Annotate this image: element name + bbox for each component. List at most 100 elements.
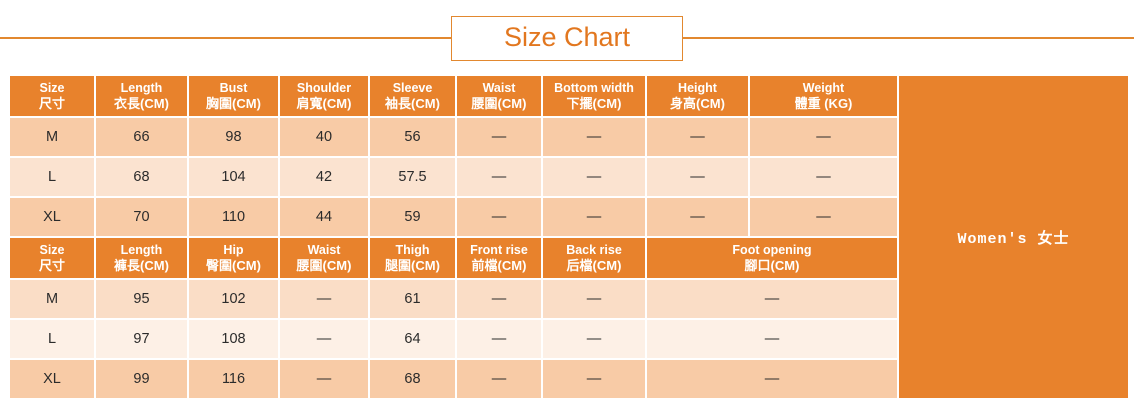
col-header-en: Size <box>39 80 65 95</box>
size-cell: XL <box>8 358 96 400</box>
col-header-zh: 前檔(CM) <box>471 257 527 273</box>
col-header-zh: 肩寬(CM) <box>296 95 352 111</box>
col-header-height: Height 身高(CM) <box>645 74 750 118</box>
size-cell: M <box>8 278 96 320</box>
col-header-zh: 袖長(CM) <box>385 95 440 111</box>
value-cell: — <box>645 116 750 158</box>
value-cell: — <box>541 196 647 238</box>
value-cell: 68 <box>94 156 189 198</box>
value-cell: 95 <box>94 278 189 320</box>
value-cell: 116 <box>187 358 280 400</box>
col-header-size: Size 尺寸 <box>8 236 96 280</box>
value-cell: — <box>278 358 370 400</box>
col-header-zh: 后檔(CM) <box>566 257 622 273</box>
col-header-en: Back rise <box>566 242 622 257</box>
value-cell: 57.5 <box>368 156 457 198</box>
value-cell: — <box>541 278 647 320</box>
col-header-en: Front rise <box>470 242 528 257</box>
value-cell: 110 <box>187 196 280 238</box>
value-cell: — <box>645 318 899 360</box>
size-chart-header: Size Chart <box>0 15 1134 61</box>
value-cell: — <box>748 196 899 238</box>
value-cell: — <box>541 116 647 158</box>
value-cell: 64 <box>368 318 457 360</box>
value-cell: 44 <box>278 196 370 238</box>
value-cell: 104 <box>187 156 280 198</box>
size-chart-title-box: Size Chart <box>450 15 684 61</box>
value-cell: 56 <box>368 116 457 158</box>
value-cell: — <box>748 116 899 158</box>
size-cell: M <box>8 116 96 158</box>
value-cell: — <box>455 318 543 360</box>
col-header-front-rise: Front rise 前檔(CM) <box>455 236 543 280</box>
col-header-zh: 體重 (KG) <box>794 95 853 111</box>
value-cell: 59 <box>368 196 457 238</box>
col-header-en: Sleeve <box>392 80 433 95</box>
col-header-en: Length <box>120 80 163 95</box>
col-header-en: Weight <box>802 80 845 95</box>
value-cell: — <box>455 156 543 198</box>
col-header-shoulder: Shoulder 肩寬(CM) <box>278 74 370 118</box>
col-header-bust: Bust 胸圍(CM) <box>187 74 280 118</box>
col-header-en: Height <box>678 80 717 95</box>
table-row: M 95 102 — 61 — — — <box>8 278 1129 320</box>
value-cell: 40 <box>278 116 370 158</box>
col-header-thigh: Thigh 腿圍(CM) <box>368 236 457 280</box>
value-cell: — <box>455 116 543 158</box>
col-header-hip: Hip 臀圍(CM) <box>187 236 280 280</box>
size-chart-table: Size 尺寸 Length 衣長(CM) Bust 胸圍(CM) Should… <box>8 74 1130 400</box>
page-title: Size Chart <box>503 21 631 52</box>
col-header-en: Length <box>120 242 163 257</box>
value-cell: — <box>541 156 647 198</box>
col-header-foot-opening: Foot opening 腳口(CM) <box>645 236 899 280</box>
col-header-back-rise: Back rise 后檔(CM) <box>541 236 647 280</box>
bottoms-header-row: Size 尺寸 Length 褲長(CM) Hip 臀圍(CM) Waist 腰… <box>8 236 1129 280</box>
value-cell: 108 <box>187 318 280 360</box>
value-cell: — <box>541 358 647 400</box>
value-cell: 70 <box>94 196 189 238</box>
col-header-zh: 褲長(CM) <box>114 257 169 273</box>
size-cell: L <box>8 318 96 360</box>
value-cell: — <box>455 196 543 238</box>
col-header-length: Length 衣長(CM) <box>94 74 189 118</box>
value-cell: 98 <box>187 116 280 158</box>
title-rule-right <box>683 37 1134 39</box>
value-cell: — <box>645 156 750 198</box>
value-cell: — <box>455 278 543 320</box>
col-header-zh: 尺寸 <box>38 257 65 273</box>
value-cell: 97 <box>94 318 189 360</box>
col-header-en: Shoulder <box>296 80 352 95</box>
col-header-en: Foot opening <box>732 242 812 257</box>
col-header-waist: Waist 腰圍(CM) <box>455 74 543 118</box>
value-cell: — <box>645 278 899 320</box>
value-cell: — <box>645 358 899 400</box>
col-header-zh: 腰圍(CM) <box>296 257 352 273</box>
col-header-zh: 腳口(CM) <box>744 257 800 273</box>
col-header-zh: 身高(CM) <box>670 95 725 111</box>
col-header-zh: 衣長(CM) <box>114 95 169 111</box>
col-header-en: Hip <box>223 242 244 257</box>
size-cell: L <box>8 156 96 198</box>
women-side-label: Women's 女士 <box>897 74 1130 400</box>
value-cell: — <box>541 318 647 360</box>
col-header-zh: 尺寸 <box>38 95 65 111</box>
value-cell: — <box>748 156 899 198</box>
col-header-bottom-width: Bottom width 下擺(CM) <box>541 74 647 118</box>
value-cell: — <box>645 196 750 238</box>
value-cell: 99 <box>94 358 189 400</box>
col-header-en: Bottom width <box>554 80 634 95</box>
col-header-waist: Waist 腰圍(CM) <box>278 236 370 280</box>
col-header-length: Length 褲長(CM) <box>94 236 189 280</box>
col-header-zh: 腰圍(CM) <box>471 95 527 111</box>
value-cell: 102 <box>187 278 280 320</box>
value-cell: 68 <box>368 358 457 400</box>
col-header-en: Waist <box>307 242 341 257</box>
col-header-size: Size 尺寸 <box>8 74 96 118</box>
value-cell: — <box>278 318 370 360</box>
col-header-zh: 下擺(CM) <box>566 95 622 111</box>
col-header-zh: 胸圍(CM) <box>206 95 261 111</box>
value-cell: — <box>278 278 370 320</box>
value-cell: 61 <box>368 278 457 320</box>
col-header-en: Waist <box>482 80 516 95</box>
col-header-en: Thigh <box>395 242 430 257</box>
